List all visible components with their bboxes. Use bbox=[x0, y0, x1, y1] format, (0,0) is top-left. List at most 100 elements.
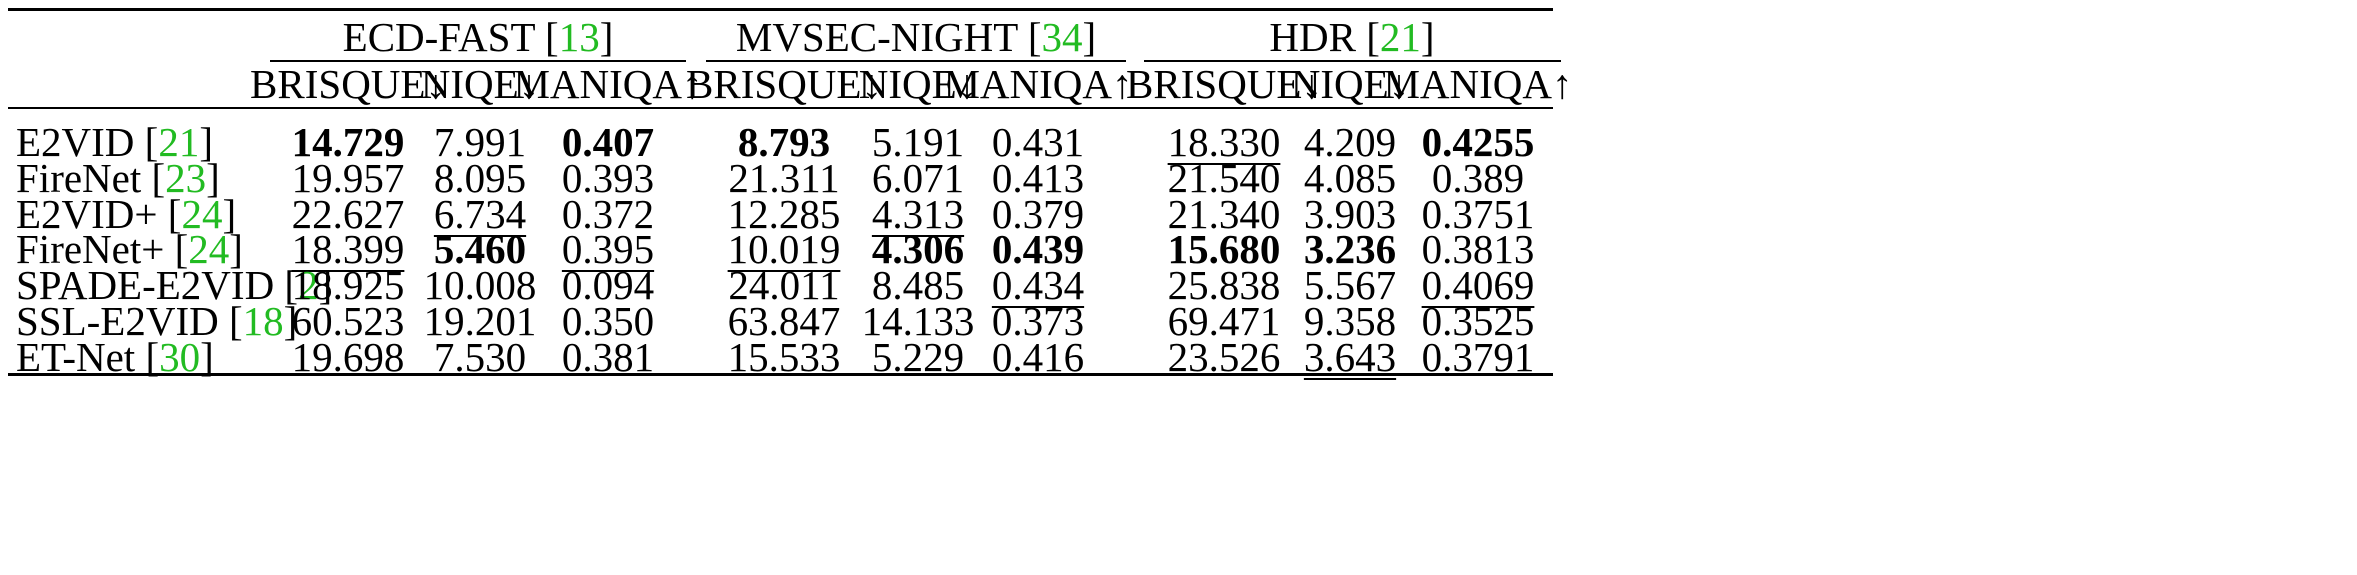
value-text: 0.3791 bbox=[1421, 334, 1535, 380]
value-text: 21.311 bbox=[728, 155, 840, 201]
value-text: 0.372 bbox=[561, 191, 655, 237]
method-name: FireNet bbox=[16, 155, 142, 201]
metric-value: 0.379 bbox=[992, 190, 1084, 238]
method-label: FireNet+ [24] bbox=[16, 225, 243, 273]
value-text: 0.439 bbox=[991, 226, 1085, 272]
value-text: 3.236 bbox=[1303, 226, 1397, 272]
value-text: 0.3751 bbox=[1421, 191, 1535, 237]
metric-value: 12.285 bbox=[728, 190, 841, 238]
bracket: [ bbox=[1027, 14, 1042, 60]
metric-header: MANIQA↑ bbox=[943, 61, 1133, 107]
value-text: 0.395 bbox=[561, 226, 655, 272]
metric-value: 0.350 bbox=[562, 297, 654, 345]
method-label: FireNet [23] bbox=[16, 154, 220, 202]
metric-value: 0.4255 bbox=[1422, 118, 1535, 166]
metric-value: 18.925 bbox=[292, 261, 405, 309]
bracket: ] bbox=[199, 119, 213, 165]
metric-value: 5.191 bbox=[872, 118, 964, 166]
method-name: FireNet+ bbox=[16, 226, 165, 272]
metric-value: 8.095 bbox=[434, 154, 526, 202]
metric-value: 9.358 bbox=[1304, 297, 1396, 345]
dataset-header: MVSEC-NIGHT [34] bbox=[736, 13, 1096, 61]
bracket: [ bbox=[1366, 14, 1380, 60]
dataset-name: ECD-FAST bbox=[342, 14, 535, 60]
group-rule bbox=[1144, 60, 1561, 62]
citation-link: 34 bbox=[1041, 14, 1083, 60]
value-text: 24.011 bbox=[728, 262, 840, 308]
metric-value: 7.530 bbox=[434, 333, 526, 381]
value-text: 0.094 bbox=[561, 262, 655, 308]
metric-value: 23.526 bbox=[1168, 333, 1281, 381]
dataset-name: HDR bbox=[1269, 14, 1357, 60]
value-text: 0.3813 bbox=[1421, 226, 1535, 272]
metric-value: 21.311 bbox=[728, 154, 839, 202]
value-text: 4.313 bbox=[871, 191, 965, 237]
value-text: 25.838 bbox=[1167, 262, 1281, 308]
value-text: 0.413 bbox=[991, 155, 1085, 201]
value-text: 18.925 bbox=[291, 262, 405, 308]
metric-value: 22.627 bbox=[292, 190, 405, 238]
bracket: [ bbox=[145, 334, 160, 380]
metric-value: 0.3791 bbox=[1422, 333, 1535, 381]
value-text: 0.381 bbox=[561, 334, 655, 380]
metric-value: 14.729 bbox=[292, 118, 405, 166]
bracket: [ bbox=[174, 226, 189, 272]
method-label: SPADE-E2VID [2] bbox=[16, 261, 332, 309]
metric-value: 0.389 bbox=[1432, 154, 1524, 202]
metric-value: 3.643 bbox=[1304, 333, 1396, 381]
metric-value: 4.313 bbox=[872, 190, 964, 238]
metric-value: 0.3525 bbox=[1422, 297, 1535, 345]
value-text: 14.729 bbox=[291, 119, 405, 165]
citation-link: 24 bbox=[188, 226, 230, 272]
value-text: 8.485 bbox=[871, 262, 965, 308]
value-text: 19.957 bbox=[291, 155, 405, 201]
group-rule bbox=[706, 60, 1126, 62]
bracket: ] bbox=[283, 298, 298, 344]
metric-value: 5.460 bbox=[434, 225, 526, 273]
top-rule bbox=[8, 8, 1553, 11]
metric-value: 10.008 bbox=[424, 261, 537, 309]
value-text: 5.460 bbox=[433, 226, 527, 272]
bracket: [ bbox=[228, 298, 243, 344]
bracket: [ bbox=[151, 155, 166, 201]
metric-value: 4.306 bbox=[872, 225, 964, 273]
metric-value: 7.991 bbox=[434, 118, 526, 166]
bracket: ] bbox=[1082, 14, 1097, 60]
metric-header: NIQE↓ bbox=[858, 61, 978, 107]
bracket: [ bbox=[284, 262, 299, 308]
metric-value: 8.793 bbox=[738, 118, 830, 166]
metric-header: NIQE↓ bbox=[1290, 61, 1410, 107]
bracket: ] bbox=[229, 226, 243, 272]
value-text: 7.991 bbox=[433, 119, 527, 165]
value-text: 5.191 bbox=[871, 119, 965, 165]
method-name: SSL-E2VID bbox=[16, 298, 219, 344]
metric-value: 0.3813 bbox=[1422, 225, 1535, 273]
metric-value: 0.439 bbox=[992, 225, 1084, 273]
method-label: SSL-E2VID [18] bbox=[16, 297, 297, 345]
metric-header: MANIQA↑ bbox=[1383, 61, 1573, 107]
bracket: [ bbox=[144, 119, 159, 165]
value-text: 0.407 bbox=[561, 119, 655, 165]
bracket: ] bbox=[1420, 14, 1435, 60]
citation-link: 18 bbox=[242, 298, 284, 344]
value-text: 4.209 bbox=[1303, 119, 1397, 165]
value-text: 10.019 bbox=[727, 226, 841, 272]
metric-header: BRISQUE↓ bbox=[1126, 61, 1322, 107]
metric-value: 0.395 bbox=[562, 225, 654, 273]
metric-value: 69.471 bbox=[1168, 297, 1281, 345]
value-text: 5.229 bbox=[871, 334, 965, 380]
method-name: E2VID bbox=[16, 119, 135, 165]
metric-value: 18.330 bbox=[1168, 118, 1281, 166]
value-text: 19.698 bbox=[291, 334, 405, 380]
value-text: 5.567 bbox=[1303, 262, 1397, 308]
metric-value: 0.381 bbox=[562, 333, 654, 381]
value-text: 0.416 bbox=[991, 334, 1085, 380]
metric-value: 4.085 bbox=[1304, 154, 1396, 202]
value-text: 0.431 bbox=[991, 119, 1085, 165]
metric-value: 0.407 bbox=[562, 118, 654, 166]
citation-link: 30 bbox=[159, 334, 201, 380]
citation-link: 21 bbox=[1379, 14, 1421, 60]
metric-value: 3.903 bbox=[1304, 190, 1396, 238]
metric-value: 0.413 bbox=[992, 154, 1084, 202]
value-text: 4.085 bbox=[1303, 155, 1397, 201]
